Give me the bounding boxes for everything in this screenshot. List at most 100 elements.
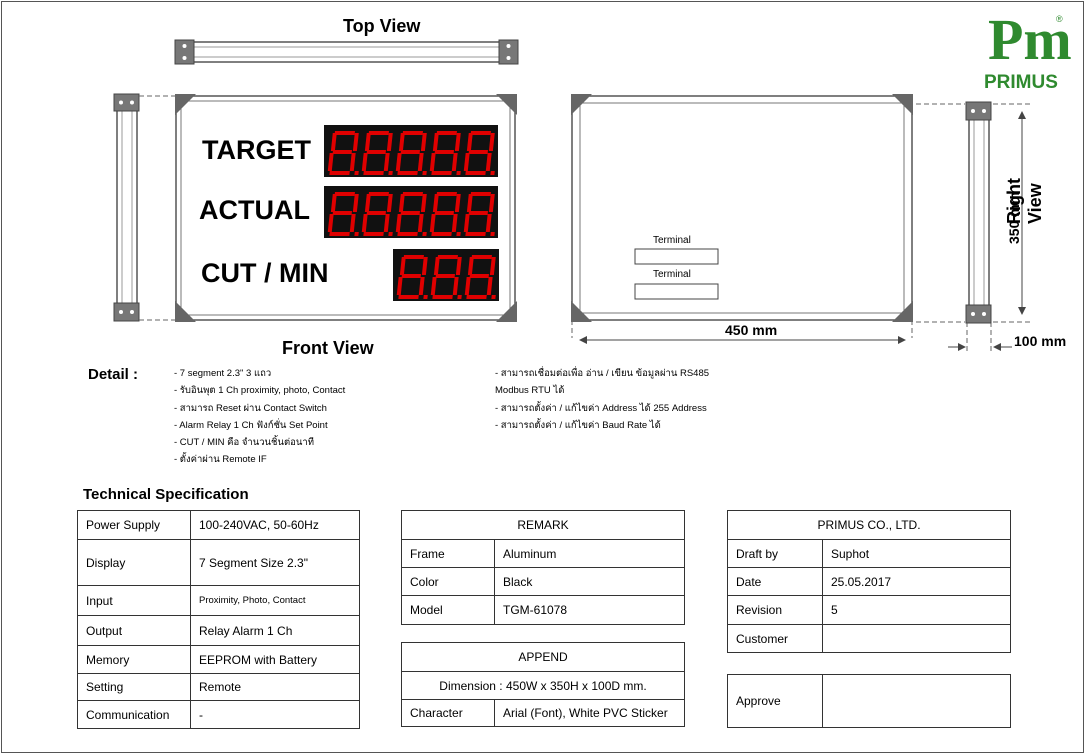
table-row: Memory EEPROM with Battery	[77, 645, 360, 674]
company-key: Revision	[727, 595, 823, 625]
spec-value: -	[190, 700, 360, 729]
append-value: Arial (Font), White PVC Sticker	[494, 699, 685, 727]
detail-item: - CUT / MIN คือ จำนวนชิ้นต่อนาที	[174, 437, 314, 449]
primus-logo: Pm ® PRIMUS	[984, 10, 1074, 96]
detail-item: - สามารถเชื่อมต่อเพื่อ อ่าน / เขียน ข้อม…	[495, 368, 710, 379]
table-row: Approve	[727, 674, 1011, 728]
remark-value: Aluminum	[494, 539, 685, 568]
table-row: Display 7 Segment Size 2.3"	[77, 539, 360, 586]
table-row: Input Proximity, Photo, Contact	[77, 585, 360, 616]
terminal-label-1: Terminal	[653, 235, 691, 246]
remark-key: Frame	[401, 539, 495, 568]
table-row: Date 25.05.2017	[727, 567, 1011, 596]
approve-table: Approve	[727, 674, 1011, 728]
table-row: Customer	[727, 624, 1011, 653]
approve-value	[822, 674, 1011, 728]
table-row: Communication -	[77, 700, 360, 729]
remark-value: Black	[494, 567, 685, 596]
seven-segment-digit	[395, 131, 427, 175]
company-key: Date	[727, 567, 823, 596]
seven-segment-digit	[463, 131, 495, 175]
depth-dimension: 100 mm	[1014, 333, 1067, 349]
spec-key: Display	[77, 539, 191, 586]
seven-segment-digit	[361, 131, 393, 175]
detail-right-list: - สามารถเชื่อมต่อเพื่อ อ่าน / เขียน ข้อม…	[495, 365, 709, 434]
append-title: APPEND	[401, 642, 685, 672]
top-view-title: Top View	[343, 16, 421, 36]
remark-key: Color	[401, 567, 495, 596]
seven-segment-digit	[464, 255, 496, 299]
sign-label-target: TARGET	[202, 135, 311, 165]
table-row: Draft by Suphot	[727, 539, 1011, 568]
remark-table: REMARK Frame Aluminum Color Black Model TGM…	[401, 510, 685, 625]
detail-item: Modbus RTU ได้	[495, 385, 565, 397]
width-dimension: 450 mm	[725, 322, 778, 338]
table-row: APPEND	[401, 642, 685, 672]
logo-letters: Pm	[988, 7, 1072, 72]
spec-value: Relay Alarm 1 Ch	[190, 615, 360, 646]
spec-value: Proximity, Photo, Contact	[190, 585, 360, 616]
spec-value: Remote	[190, 673, 360, 701]
left-side-frame	[113, 93, 140, 322]
detail-title: Detail :	[88, 366, 139, 383]
table-row: REMARK	[401, 510, 685, 540]
spec-key: Input	[77, 585, 191, 616]
sign-label-actual: ACTUAL	[199, 195, 310, 225]
table-row: Frame Aluminum	[401, 539, 685, 568]
company-value: Suphot	[822, 539, 1011, 568]
spec-key: Setting	[77, 673, 191, 701]
table-row: Model TGM-61078	[401, 595, 685, 625]
seven-segment-digit	[463, 192, 495, 236]
table-row: Output Relay Alarm 1 Ch	[77, 615, 360, 646]
seven-segment-digit	[361, 192, 393, 236]
table-row: Dimension : 450W x 350H x 100D mm.	[401, 671, 685, 700]
spec-value: 100-240VAC, 50-60Hz	[190, 510, 360, 540]
terminal-label-2: Terminal	[653, 269, 691, 280]
table-row: PRIMUS CO., LTD.	[727, 510, 1011, 540]
remark-key: Model	[401, 595, 495, 625]
remark-title: REMARK	[401, 510, 685, 540]
approve-label: Approve	[727, 674, 823, 728]
front-view-title: Front View	[282, 338, 374, 358]
seven-segment-digit	[327, 131, 359, 175]
seven-segment-digit	[429, 192, 461, 236]
seven-segment-digit	[429, 131, 461, 175]
table-row: Setting Remote	[77, 673, 360, 701]
append-dimension: Dimension : 450W x 350H x 100D mm.	[401, 671, 685, 700]
detail-item: - สามารถตั้งค่า / แก้ไขค่า Address ได้ 2…	[495, 402, 707, 414]
seven-segment-digit	[430, 255, 462, 299]
company-key: Customer	[727, 624, 823, 653]
company-value: 25.05.2017	[822, 567, 1011, 596]
seven-segment-displays	[324, 125, 499, 301]
table-row: Color Black	[401, 567, 685, 596]
back-view-frame	[571, 94, 913, 322]
top-view-frame	[174, 39, 519, 65]
dimension-arrows	[579, 111, 1026, 351]
table-row: Revision 5	[727, 595, 1011, 625]
sign-label-cut-min: CUT / MIN	[201, 258, 329, 288]
table-row: Power Supply 100-240VAC, 50-60Hz	[77, 510, 360, 540]
spec-value: 7 Segment Size 2.3"	[190, 539, 360, 586]
spec-value: EEPROM with Battery	[190, 645, 360, 674]
detail-item: - สามารถ Reset ผ่าน Contact Switch	[174, 402, 327, 414]
logo-registered: ®	[1056, 14, 1063, 24]
technical-spec-table: Power Supply 100-240VAC, 50-60Hz Display 7…	[77, 510, 360, 729]
detail-item: - ตั้งค่าผ่าน Remote IF	[174, 454, 267, 466]
append-table: APPEND Dimension : 450W x 350H x 100D mm…	[401, 642, 685, 727]
seven-segment-digit	[327, 192, 359, 236]
detail-item: - รับอินพุต 1 Ch proximity, photo, Conta…	[174, 385, 346, 397]
company-value: 5	[822, 595, 1011, 625]
detail-item: - 7 segment 2.3" 3 แถว	[174, 368, 272, 379]
company-value	[822, 624, 1011, 653]
right-side-frame	[965, 101, 992, 324]
table-row: Character Arial (Font), White PVC Sticker	[401, 699, 685, 727]
logo-name: PRIMUS	[984, 72, 1058, 93]
detail-item: - Alarm Relay 1 Ch ฟังก์ชั่น Set Point	[174, 419, 328, 431]
remark-value: TGM-61078	[494, 595, 685, 625]
spec-key: Memory	[77, 645, 191, 674]
spec-key: Output	[77, 615, 191, 646]
seven-segment-digit	[395, 192, 427, 236]
spec-key: Communication	[77, 700, 191, 729]
